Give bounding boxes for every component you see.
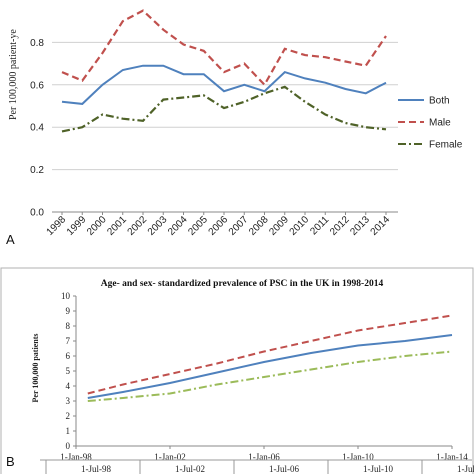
- chart-a-x-tick-label: 2002: [126, 214, 150, 238]
- chart-a-legend-label-both: Both: [429, 96, 450, 107]
- panel-a-label: A: [6, 232, 15, 247]
- chart-b-title: Age- and sex- standardized prevalence of…: [101, 279, 384, 289]
- chart-b-lower-axis-label: 1-Jul-10: [363, 464, 393, 474]
- chart-a-y-tick-label: 0.0: [30, 208, 44, 219]
- chart-a-x-tick-label: 2000: [85, 214, 109, 238]
- panel-b-label: B: [6, 454, 15, 469]
- chart-b-y-tick-label: 3: [66, 396, 71, 406]
- chart-a-series-both-line: [61, 64, 387, 105]
- chart-a-x-tick-label: 2007: [227, 214, 251, 238]
- chart-a-x-tick-label: 2008: [247, 214, 271, 238]
- chart-a-x-tick-label: 1998: [45, 214, 69, 238]
- chart-a-series-male-line: [61, 9, 387, 87]
- chart-a-y-axis-label: Per 100,000 patient-ye: [8, 29, 19, 120]
- chart-a-x-ticks: 1998199920002001200220032004200520062007…: [45, 212, 393, 238]
- chart-b: Age- and sex- standardized prevalence of…: [0, 267, 474, 474]
- chart-a-y-tick-label: 0.2: [30, 165, 44, 176]
- chart-b-x-tick-label: 1-Jan-06: [248, 452, 280, 462]
- chart-b-y-tick-label: 0: [66, 441, 71, 451]
- chart-b-y-tick-label: 8: [66, 321, 71, 331]
- chart-a-y-tick-label: 0.8: [30, 38, 44, 49]
- chart-b-series-2-line: [87, 334, 453, 399]
- chart-b-lower-axis-label: 1-Jul-98: [81, 464, 111, 474]
- chart-b-series-3-line: [87, 350, 453, 402]
- chart-a-x-tick-label: 2001: [105, 214, 129, 238]
- chart-a-x-tick-label: 2005: [186, 214, 210, 238]
- chart-b-frame: [0, 267, 474, 474]
- chart-b-y-tick-label: 2: [66, 411, 71, 421]
- chart-b-y-tick-label: 7: [66, 336, 71, 346]
- chart-a-x-tick-label: 2004: [166, 214, 190, 238]
- chart-a-series-female-line: [61, 85, 387, 133]
- chart-a-x-tick-label: 2014: [369, 214, 393, 238]
- chart-a-y-tick-label: 0.6: [30, 80, 44, 91]
- chart-a-y-tick-label: 0.4: [30, 123, 44, 134]
- chart-a-x-tick-label: 2010: [288, 214, 312, 238]
- chart-b-lower-axis: 1-Jul-98 1-Jul-02 1-Jul-06 1-Jul-10 1-Jul-14: [40, 459, 474, 474]
- chart-a-series: [61, 9, 387, 133]
- chart-b-x-tick-label: 1-Jan-10: [342, 452, 374, 462]
- chart-a-x-tick-label: 1999: [65, 214, 89, 238]
- chart-b-y-tick-label: 9: [66, 306, 71, 316]
- chart-a-legend: Both Male Female: [398, 96, 463, 151]
- chart-b-lower-axis-label: 1-Jul-14: [457, 464, 474, 474]
- chart-b-y-tick-label: 4: [66, 381, 71, 391]
- chart-a-x-tick-label: 2006: [207, 214, 231, 238]
- chart-b-y-tick-label: 6: [66, 351, 71, 361]
- chart-b-y-tick-label: 10: [61, 291, 71, 301]
- chart-b-x-tick-label: 1-Jan-02: [154, 452, 186, 462]
- chart-b-y-tick-label: 5: [66, 366, 71, 376]
- chart-b-x-tick-label: 1-Jan-14: [436, 452, 468, 462]
- chart-a: 0.0 0.2 0.4 0.6 0.8 199819992000200120022003…: [6, 9, 463, 247]
- chart-a-x-tick-label: 2013: [348, 214, 372, 238]
- chart-a-legend-label-female: Female: [429, 140, 463, 151]
- chart-a-y-ticks: 0.0 0.2 0.4 0.6 0.8: [30, 38, 44, 219]
- chart-a-x-tick-label: 2011: [308, 214, 331, 237]
- chart-b-y-ticks: 0 1 2 3 4 5 6 7 8 9 10: [61, 291, 76, 451]
- chart-b-series: [87, 314, 453, 402]
- chart-a-x-tick-label: 2012: [328, 214, 352, 238]
- chart-b-x-ticks: 1-Jan-98 1-Jan-02 1-Jan-06 1-Jan-10 1-Jan-14: [60, 446, 468, 462]
- chart-a-legend-label-male: Male: [429, 118, 451, 129]
- chart-a-x-tick-label: 2009: [267, 214, 291, 238]
- chart-b-lower-axis-label: 1-Jul-06: [269, 464, 299, 474]
- chart-b-y-tick-label: 1: [66, 426, 71, 436]
- chart-a-x-tick-label: 2003: [146, 214, 170, 238]
- chart-b-x-tick-label: 1-Jan-98: [60, 452, 92, 462]
- chart-b-y-axis-label: Per 100,000 patients: [31, 334, 40, 403]
- chart-b-lower-axis-label: 1-Jul-02: [175, 464, 205, 474]
- chart-b-series-1-line: [87, 314, 453, 395]
